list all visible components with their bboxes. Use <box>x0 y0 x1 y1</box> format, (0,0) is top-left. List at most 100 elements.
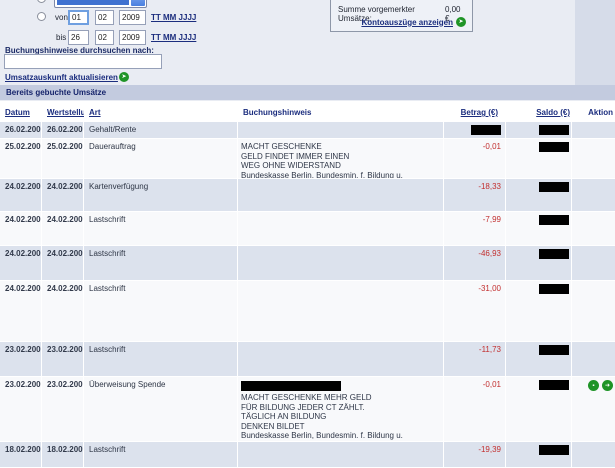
cell-saldo <box>506 212 572 245</box>
table-row: 18.02.2009 18.02.2009 Lastschrift -19,39 <box>0 442 615 468</box>
cell-aktion <box>572 281 615 341</box>
betrag-value: -0,01 <box>482 380 501 389</box>
cell-buchungshinweis <box>238 179 444 211</box>
cell-betrag: -31,00 <box>444 281 506 341</box>
bis-month-input[interactable] <box>95 30 114 45</box>
bis-format-hint-link[interactable]: TT MM JJJJ <box>151 33 197 42</box>
cell-buchungshinweis <box>238 442 444 467</box>
cell-art: Lastschrift <box>84 246 238 280</box>
cell-saldo <box>506 377 572 441</box>
betrag-value: -19,39 <box>478 445 501 454</box>
cell-art: Lastschrift <box>84 342 238 376</box>
cell-art: Überweisung Spende <box>84 377 238 441</box>
green-arrow-icon[interactable]: ➤ <box>456 17 466 27</box>
buchungshinweis-line: FÜR BILDUNG JEDER CT ZÄHLT. <box>241 402 365 412</box>
account-statements-link[interactable]: Kontoauszüge anzeigen <box>361 17 453 27</box>
wertstellung-value: 24.02.2009 <box>47 284 84 293</box>
bis-day-input[interactable] <box>68 30 89 45</box>
cell-datum: 24.02.2009 <box>0 246 42 280</box>
wertstellung-value: 25.02.2009 <box>47 142 84 151</box>
buchungshinweis-line: Bundeskasse Berlin, Bundesmin. f. Bildun… <box>241 170 403 179</box>
art-value: Kartenverfügung <box>89 182 149 191</box>
column-header-betrag[interactable]: Betrag (€) <box>460 108 498 117</box>
cell-aktion: ▪ ➜ <box>572 377 615 441</box>
cell-art: Dauerauftrag <box>84 139 238 178</box>
art-value: Lastschrift <box>89 345 126 354</box>
cell-saldo <box>506 139 572 178</box>
table-row: 23.02.2009 23.02.2009 Überweisung Spende MA… <box>0 377 615 442</box>
cell-datum: 24.02.2009 <box>0 212 42 245</box>
cell-datum: 26.02.2009 <box>0 122 42 138</box>
redacted-saldo <box>539 345 569 355</box>
search-label: Buchungshinweise durchsuchen nach: <box>5 46 154 55</box>
cell-betrag: -11,73 <box>444 342 506 376</box>
bis-year-input[interactable] <box>119 30 146 45</box>
transactions-body: 26.02.2009 26.02.2009 Gehalt/Rente 25.02.20… <box>0 122 615 468</box>
cell-buchungshinweis <box>238 281 444 341</box>
art-value: Lastschrift <box>89 445 126 454</box>
table-row: 24.02.2009 24.02.2009 Lastschrift -31,00 <box>0 281 615 342</box>
cell-betrag <box>444 122 506 138</box>
green-arrow-icon[interactable]: ➤ <box>119 72 129 82</box>
cell-betrag: -0,01 <box>444 377 506 441</box>
cell-wertstellung: 24.02.2009 <box>42 179 84 211</box>
von-day-input[interactable] <box>68 10 89 25</box>
date-range-radio[interactable] <box>37 12 46 21</box>
art-value: Lastschrift <box>89 284 126 293</box>
cell-saldo <box>506 246 572 280</box>
cell-buchungshinweis: MACHT GESCHENKE GELD FINDET IMMER EINEN WE… <box>238 139 444 178</box>
betrag-value: -7,99 <box>482 215 501 224</box>
redacted-saldo <box>539 249 569 259</box>
buchungshinweis-line: MACHT GESCHENKE MEHR GELD <box>241 393 372 402</box>
datum-value: 26.02.2009 <box>5 125 42 134</box>
detail-action-icon[interactable]: ▪ <box>588 380 599 391</box>
background-band <box>575 0 615 86</box>
art-value: Lastschrift <box>89 215 126 224</box>
art-value: Lastschrift <box>89 249 126 258</box>
von-label: von <box>55 13 68 22</box>
art-value: Dauerauftrag <box>89 142 136 151</box>
betrag-value: -11,73 <box>478 345 501 354</box>
wertstellung-value: 23.02.2009 <box>47 345 84 354</box>
column-header-datum[interactable]: Datum <box>5 108 30 117</box>
cell-datum: 18.02.2009 <box>0 442 42 467</box>
buchungshinweis-line: DENKEN BILDET <box>241 421 305 431</box>
cell-wertstellung: 24.02.2009 <box>42 212 84 245</box>
update-statement-link[interactable]: Umsatzauskunft aktualisieren <box>5 73 118 82</box>
cell-wertstellung: 18.02.2009 <box>42 442 84 467</box>
von-month-input[interactable] <box>95 10 114 25</box>
von-year-input[interactable] <box>119 10 146 25</box>
bis-label: bis <box>56 33 67 42</box>
repeat-action-icon[interactable]: ➜ <box>602 380 613 391</box>
transactions-table: Datum Wertstellung Art Buchungshinweis B… <box>0 101 615 468</box>
redacted-saldo <box>539 284 569 294</box>
period-select[interactable] <box>54 0 147 8</box>
art-value: Überweisung Spende <box>89 380 166 389</box>
cell-art: Lastschrift <box>84 212 238 245</box>
betrag-value: -18,33 <box>478 182 501 191</box>
wertstellung-value: 23.02.2009 <box>47 380 84 389</box>
datum-value: 24.02.2009 <box>5 215 42 224</box>
wertstellung-value: 24.02.2009 <box>47 249 84 258</box>
buchungshinweis-line: GELD FINDET IMMER EINEN <box>241 151 350 161</box>
buchungshinweis-line: WEG OHNE WIDERSTAND <box>241 161 341 170</box>
cell-aktion <box>572 122 615 138</box>
period-select-selection <box>57 0 129 5</box>
cell-wertstellung: 23.02.2009 <box>42 377 84 441</box>
table-row: 23.02.2009 23.02.2009 Lastschrift -11,73 <box>0 342 615 377</box>
cell-wertstellung: 26.02.2009 <box>42 122 84 138</box>
cell-aktion <box>572 212 615 245</box>
search-input[interactable] <box>4 54 162 69</box>
wertstellung-value: 26.02.2009 <box>47 125 84 134</box>
cell-saldo <box>506 179 572 211</box>
table-row: 26.02.2009 26.02.2009 Gehalt/Rente <box>0 122 615 139</box>
buchungshinweis-line: MACHT GESCHENKE <box>241 142 322 151</box>
column-header-art[interactable]: Art <box>89 108 101 117</box>
table-row: 24.02.2009 24.02.2009 Lastschrift -7,99 <box>0 212 615 246</box>
cell-saldo <box>506 122 572 138</box>
column-header-wertstellung[interactable]: Wertstellung <box>47 108 84 117</box>
column-header-saldo[interactable]: Saldo (€) <box>536 108 570 117</box>
von-format-hint-link[interactable]: TT MM JJJJ <box>151 13 197 22</box>
period-radio[interactable] <box>37 0 46 3</box>
cell-wertstellung: 25.02.2009 <box>42 139 84 178</box>
